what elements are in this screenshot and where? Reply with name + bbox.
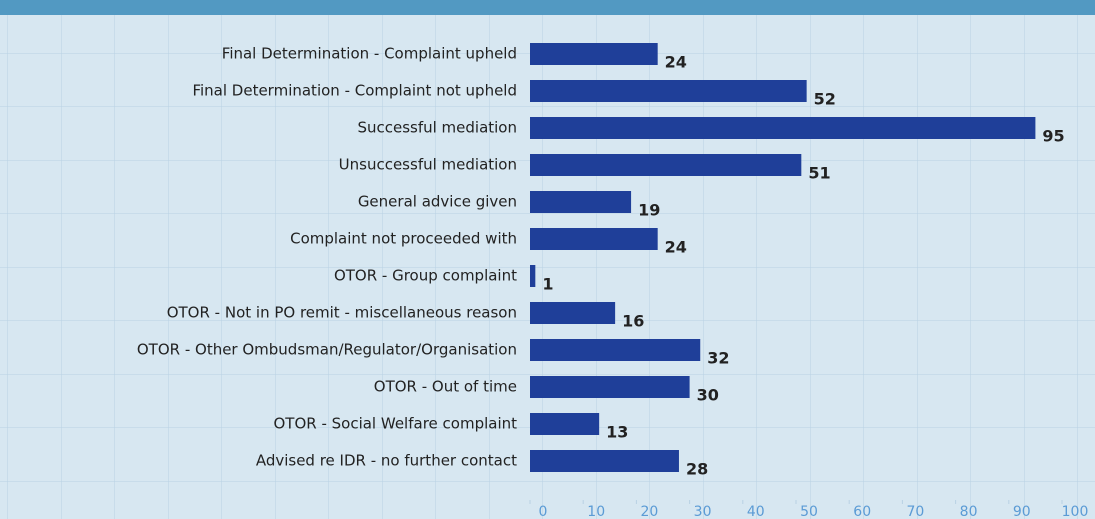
x-tick-label: 30	[694, 504, 712, 519]
value-label: 32	[707, 349, 729, 368]
bar	[530, 413, 600, 435]
category-label: Final Determination - Complaint not uphe…	[192, 82, 517, 100]
x-tick-label: 70	[906, 504, 924, 519]
x-tick-label: 0	[539, 504, 548, 519]
header-band	[0, 0, 1095, 15]
category-label: General advice given	[358, 193, 517, 211]
bar	[530, 43, 658, 65]
x-tick-label: 40	[747, 504, 765, 519]
x-tick-label: 100	[1062, 504, 1089, 519]
value-label: 1	[542, 275, 553, 294]
category-label: OTOR - Out of time	[374, 378, 517, 396]
bar	[530, 154, 802, 176]
bar	[530, 80, 807, 102]
x-tick-label: 50	[800, 504, 818, 519]
value-label: 19	[638, 201, 660, 220]
category-label: OTOR - Group complaint	[334, 267, 517, 285]
bar	[530, 376, 690, 398]
value-label: 52	[814, 90, 836, 109]
bar	[530, 265, 536, 287]
category-label: Complaint not proceeded with	[290, 230, 517, 248]
bar	[530, 191, 632, 213]
x-tick-label: 90	[1013, 504, 1031, 519]
value-label: 24	[665, 238, 687, 257]
x-tick-label: 20	[640, 504, 658, 519]
bar	[530, 450, 679, 472]
value-label: 95	[1042, 127, 1064, 146]
bar	[530, 117, 1036, 139]
x-tick-label: 60	[853, 504, 871, 519]
category-label: OTOR - Social Welfare complaint	[273, 415, 517, 433]
bar	[530, 302, 616, 324]
category-label: OTOR - Not in PO remit - miscellaneous r…	[167, 304, 517, 322]
category-label: OTOR - Other Ombudsman/Regulator/Organis…	[137, 341, 517, 359]
x-tick-label: 80	[960, 504, 978, 519]
value-label: 13	[606, 423, 628, 442]
bar	[530, 339, 701, 361]
category-label: Advised re IDR - no further contact	[256, 452, 517, 470]
category-label: Unsuccessful mediation	[339, 156, 517, 174]
value-label: 16	[622, 312, 644, 331]
category-label: Final Determination - Complaint upheld	[222, 45, 517, 63]
value-label: 24	[665, 53, 687, 72]
category-label: Successful mediation	[357, 119, 517, 137]
value-label: 28	[686, 460, 708, 479]
value-label: 30	[697, 386, 719, 405]
bar	[530, 228, 658, 250]
value-label: 51	[808, 164, 830, 183]
x-tick-label: 10	[587, 504, 605, 519]
